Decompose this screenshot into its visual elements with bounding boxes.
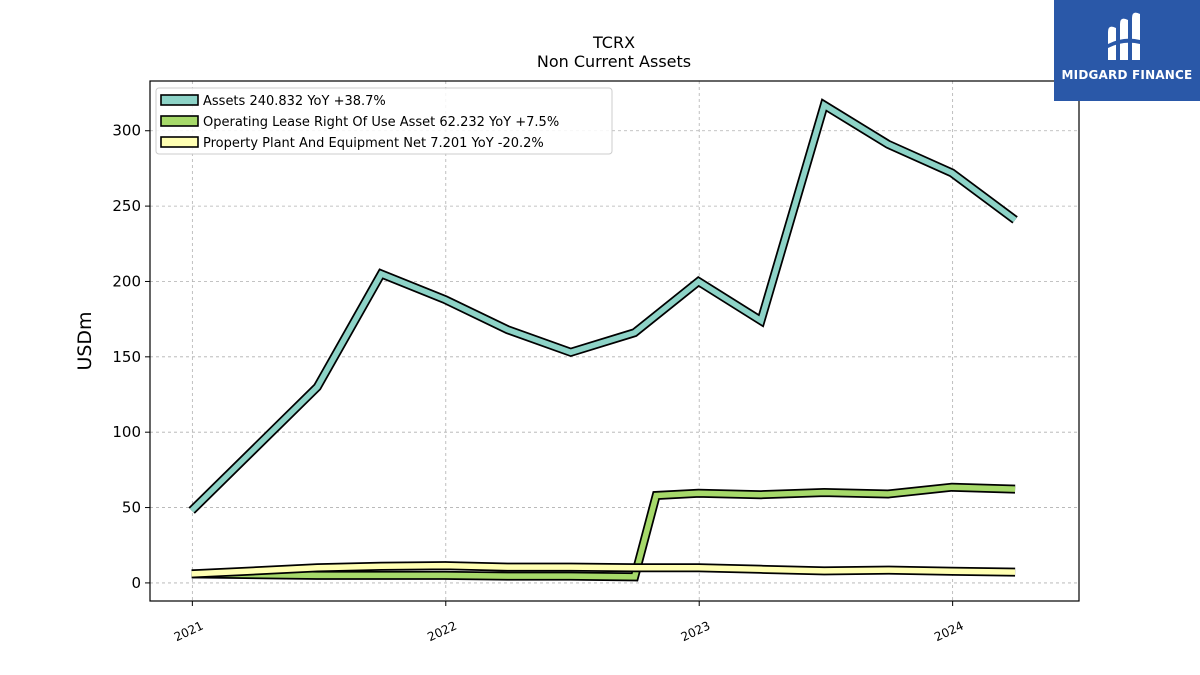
series-line-1 bbox=[191, 484, 1016, 580]
series-line-outline-0 bbox=[188, 98, 1018, 514]
y-tick-label: 50 bbox=[122, 499, 141, 517]
y-axis-label: USDm bbox=[74, 311, 96, 370]
legend-label-1: Operating Lease Right Of Use Asset 62.23… bbox=[203, 115, 559, 130]
x-tick-label: 2022 bbox=[425, 619, 459, 645]
series-line-2 bbox=[191, 562, 1016, 577]
brand-logo: MIDGARD FINANCE bbox=[1054, 0, 1200, 101]
logo-text: MIDGARD FINANCE bbox=[1061, 68, 1193, 82]
x-tick-label: 2024 bbox=[932, 619, 966, 645]
legend-swatch-1 bbox=[160, 115, 199, 127]
x-tick-label: 2021 bbox=[172, 619, 206, 645]
x-tick-label: 2023 bbox=[679, 619, 713, 645]
plot-area-frame bbox=[149, 80, 1080, 602]
grid bbox=[150, 81, 1079, 601]
axes: 0 50 100 150 200 250 300 2021 2022 2023 2024 bbox=[112, 122, 965, 644]
legend: Assets 240.832 YoY +38.7% Operating Lease… bbox=[155, 87, 613, 155]
legend-box bbox=[155, 87, 613, 155]
y-tick-label: 250 bbox=[112, 197, 141, 215]
legend-swatch-2 bbox=[160, 136, 199, 148]
legend-label-2: Property Plant And Equipment Net 7.201 Y… bbox=[203, 136, 544, 151]
y-tick-label: 150 bbox=[112, 348, 141, 366]
y-tick-label: 100 bbox=[112, 423, 141, 441]
chart-subtitle: Non Current Assets bbox=[537, 52, 691, 71]
y-tick-label: 300 bbox=[112, 122, 141, 140]
series-lines bbox=[188, 98, 1018, 582]
legend-swatch-0 bbox=[160, 94, 199, 106]
y-tick-label: 0 bbox=[131, 574, 141, 592]
chart-title: TCRX bbox=[592, 33, 635, 52]
series-line-0 bbox=[189, 100, 1017, 513]
y-tick-label: 200 bbox=[112, 272, 141, 290]
legend-label-0: Assets 240.832 YoY +38.7% bbox=[203, 94, 386, 109]
midgard-logo-icon bbox=[1108, 12, 1140, 61]
